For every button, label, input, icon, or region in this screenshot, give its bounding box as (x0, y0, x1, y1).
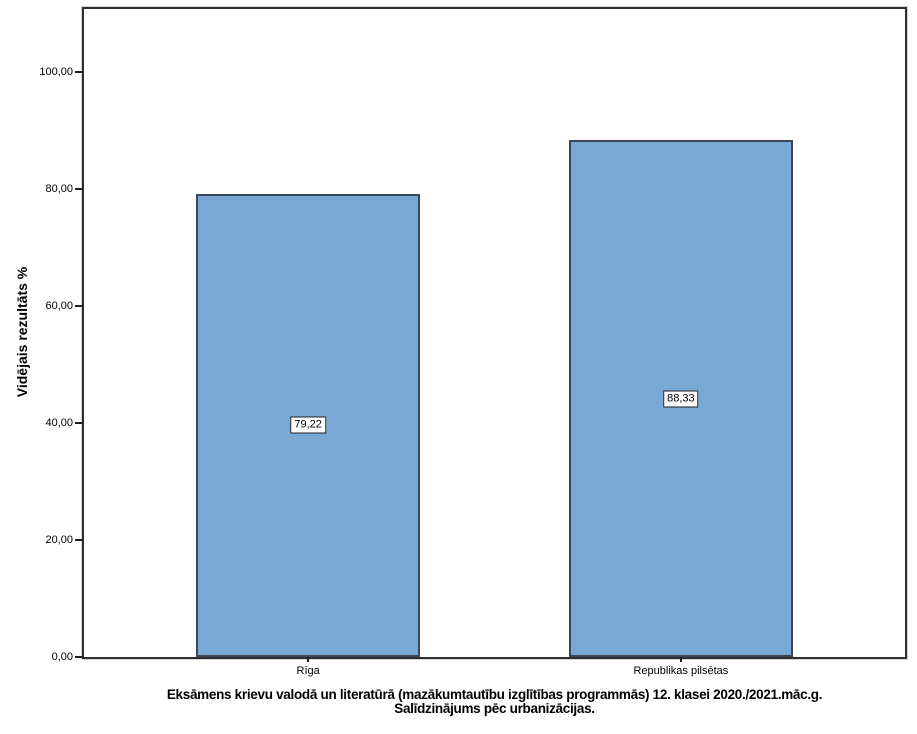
chart-subtitle: Salīdzinājums pēc urbanizācijas. (394, 701, 595, 716)
y-axis-tick-label: 80,00 (45, 183, 73, 196)
y-axis-tick-label: 40,00 (45, 417, 73, 430)
x-axis-category-label: Rīga (296, 665, 320, 677)
y-axis-tick (75, 188, 82, 191)
y-axis-tick (75, 656, 82, 658)
bar-1: 88,33 (568, 140, 793, 657)
x-axis-tick (679, 657, 682, 662)
y-axis-tick (75, 422, 82, 425)
x-axis-tick (307, 657, 310, 662)
chart-title: Eksāmens krievu valodā un literatūrā (ma… (166, 687, 823, 702)
bar-value-label: 79,22 (290, 416, 326, 434)
y-axis-tick-label: 100,00 (39, 66, 73, 79)
y-axis-tick (75, 305, 82, 308)
y-axis-tick-label: 60,00 (45, 300, 73, 313)
bar-0: 79,22 (196, 193, 421, 657)
y-axis-title: Vidējais rezultāts % (14, 266, 30, 398)
y-axis-tick-label: 20,00 (45, 534, 73, 547)
y-axis-tick (75, 71, 82, 74)
y-axis-tick (75, 539, 82, 542)
bar-value-label: 88,33 (663, 390, 699, 408)
x-axis-category-label: Republikas pilsētas (633, 665, 729, 677)
y-axis-tick-label: 0,00 (51, 651, 73, 663)
